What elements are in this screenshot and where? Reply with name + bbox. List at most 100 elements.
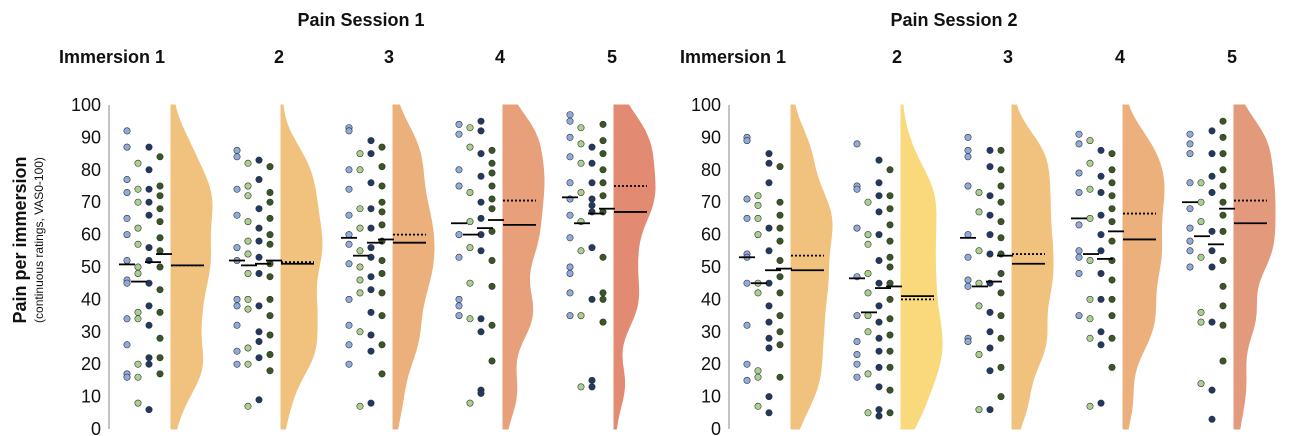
data-point: [1075, 189, 1083, 197]
data-point: [599, 120, 607, 128]
data-point: [356, 328, 364, 336]
data-point: [134, 315, 142, 323]
data-point: [577, 247, 585, 255]
data-point: [244, 182, 252, 190]
data-point: [134, 308, 142, 316]
data-point: [1097, 399, 1105, 407]
data-point: [255, 253, 263, 261]
y-tick-label: 50: [701, 257, 721, 277]
data-point: [488, 227, 496, 235]
data-point: [599, 137, 607, 145]
data-point: [123, 341, 131, 349]
data-point: [233, 244, 241, 252]
data-point: [864, 409, 872, 417]
data-point: [776, 237, 784, 245]
data-point: [345, 360, 353, 368]
data-point: [488, 159, 496, 167]
data-point: [566, 263, 574, 271]
data-point: [466, 399, 474, 407]
data-point: [997, 363, 1005, 371]
data-point: [765, 159, 773, 167]
data-point: [488, 321, 496, 329]
data-point: [754, 201, 762, 209]
data-point: [488, 256, 496, 264]
data-point: [853, 373, 861, 381]
data-point: [255, 302, 263, 310]
data-point: [466, 143, 474, 151]
data-point: [986, 344, 994, 352]
data-point: [123, 231, 131, 239]
data-point: [743, 321, 751, 329]
category-1: Immersion 1: [59, 47, 213, 430]
data-point: [1208, 247, 1216, 255]
data-point: [986, 367, 994, 375]
data-point: [255, 156, 263, 164]
data-point: [743, 376, 751, 384]
data-point: [1097, 172, 1105, 180]
data-point: [455, 295, 463, 303]
category-3: 3: [960, 47, 1054, 430]
data-point: [1197, 380, 1205, 388]
data-point: [134, 399, 142, 407]
data-point: [997, 218, 1005, 226]
data-point: [1208, 318, 1216, 326]
data-point: [466, 218, 474, 226]
data-point: [864, 269, 872, 277]
data-point: [123, 176, 131, 184]
plot-area-session-1: Immersion 1 2 3 4 5: [59, 47, 656, 430]
data-point: [156, 205, 164, 213]
data-point: [577, 140, 585, 148]
data-point: [1097, 211, 1105, 219]
data-point: [1086, 256, 1094, 264]
data-point: [886, 166, 894, 174]
data-point: [477, 127, 485, 135]
data-point: [986, 250, 994, 258]
data-point: [1108, 150, 1116, 158]
data-point: [477, 389, 485, 397]
data-point: [599, 295, 607, 303]
data-point: [466, 279, 474, 287]
plot-area-session-2: Immersion 1 2 3 4 5: [680, 47, 1276, 430]
data-point: [754, 402, 762, 410]
data-point: [1186, 130, 1194, 138]
density-cloud: [1122, 104, 1165, 430]
data-point: [266, 189, 274, 197]
category-label: 3: [1003, 47, 1013, 67]
data-point: [1219, 302, 1227, 310]
data-point: [466, 315, 474, 323]
data-point: [266, 273, 274, 281]
data-point: [875, 192, 883, 200]
data-point: [356, 205, 364, 213]
data-point: [1108, 237, 1116, 245]
data-point: [588, 179, 596, 187]
data-point: [599, 253, 607, 261]
data-point: [1208, 386, 1216, 394]
panel-title-session-2: Pain Session 2: [890, 10, 1017, 30]
data-point: [1197, 253, 1205, 261]
data-point: [134, 360, 142, 368]
data-point: [1097, 269, 1105, 277]
data-point: [367, 224, 375, 232]
data-point: [1075, 140, 1083, 148]
data-point: [1197, 179, 1205, 187]
data-point: [577, 189, 585, 197]
data-point: [266, 367, 274, 375]
data-point: [986, 308, 994, 316]
data-point: [134, 185, 142, 193]
data-point: [588, 244, 596, 252]
data-point: [743, 214, 751, 222]
y-tick-label: 40: [81, 289, 101, 309]
data-point: [156, 153, 164, 161]
data-point: [1208, 415, 1216, 423]
data-point: [134, 263, 142, 271]
data-point: [886, 331, 894, 339]
data-point: [566, 289, 574, 297]
data-point: [875, 208, 883, 216]
data-point: [134, 373, 142, 381]
data-point: [997, 393, 1005, 401]
data-point: [134, 269, 142, 277]
data-point: [477, 198, 485, 206]
data-point: [1086, 334, 1094, 342]
data-point: [754, 192, 762, 200]
y-tick-label: 100: [71, 95, 101, 115]
